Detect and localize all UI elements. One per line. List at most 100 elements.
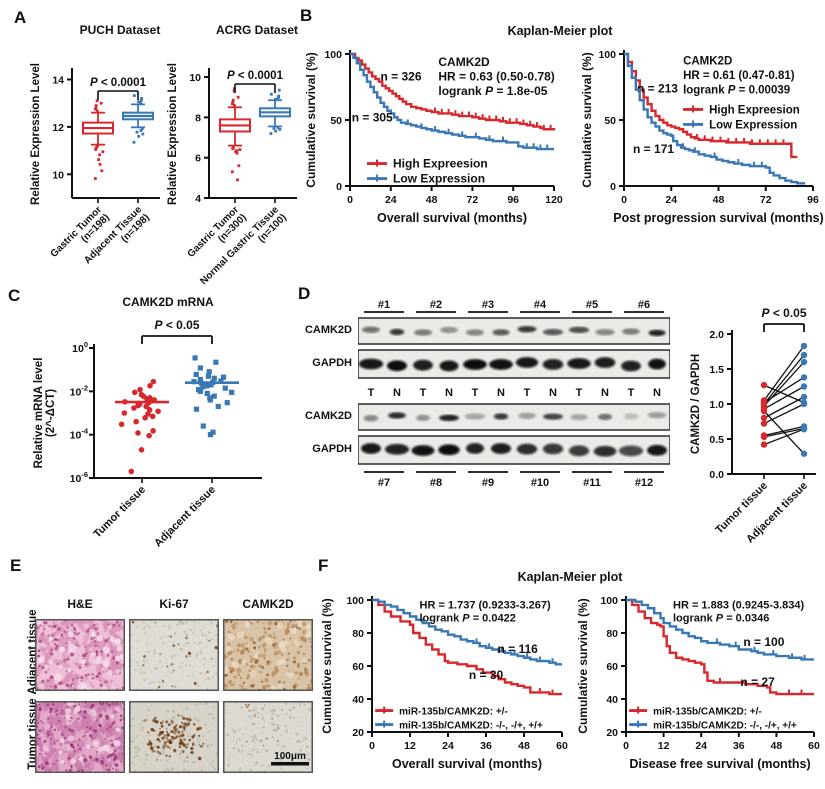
svg-text:0: 0 [623,740,629,752]
blot-row-label-camk2d-1: CAMK2D [304,324,352,336]
svg-text:100: 100 [346,595,364,607]
histology-adjacent-camk2d-image [223,619,313,691]
svg-text:40: 40 [606,694,618,706]
camk2d-mrna-scatter-plot: CAMK2D mRNA 100 10-2 10-4 10-6 Relative mRNA … [33,295,262,550]
svg-text:T: T [524,387,531,399]
svg-text:N: N [601,387,609,399]
svg-text:50: 50 [330,115,342,127]
svg-text:12: 12 [404,740,416,752]
panel-label-c: C [8,286,21,305]
svg-text:4: 4 [195,193,201,205]
panel-label-e: E [10,556,22,575]
svg-text:miR-135b/CAMK2D: +/-: miR-135b/CAMK2D: +/- [399,707,508,718]
mir135b-disease-free-survival-km-plot: 20 40 60 80 100 0 12 24 36 48 60 Cumulative surviva… [576,595,820,771]
svg-text:Tumor tissue: Tumor tissue [91,484,148,541]
svg-text:0: 0 [610,181,616,193]
svg-text:n = 27: n = 27 [740,675,775,689]
svg-text:HR = 1.883 (0.9245-3.834): HR = 1.883 (0.9245-3.834) [673,599,805,611]
svg-text:Low Expression: Low Expression [393,172,485,186]
svg-text:n = 100: n = 100 [743,635,784,649]
svg-text:miR-135b/CAMK2D: -/-, -/+, +/+: miR-135b/CAMK2D: -/-, -/+, +/+ [653,721,797,732]
histology-header-camk2d: CAMK2D [242,597,294,611]
acrg-dataset-boxplot: ACRG Dataset Relative Expression Level 4 6 8… [167,23,298,287]
svg-text:48: 48 [771,740,783,752]
histology-tumor-camk2d-image: 100μm [223,701,313,773]
svg-text:#10: #10 [531,477,549,489]
svg-text:40: 40 [352,694,364,706]
svg-text:CAMK2D mRNA: CAMK2D mRNA [122,295,214,309]
svg-text:n = 30: n = 30 [469,668,504,682]
panel-label-d: D [298,284,311,303]
histology-adjacent-he-image [35,619,125,691]
svg-text:#3: #3 [482,299,494,311]
svg-text:T: T [628,387,635,399]
km-plot-title-f: Kaplan-Meier plot [517,570,623,584]
svg-text:HR = 1.737 (0.9233-3.267): HR = 1.737 (0.9233-3.267) [420,599,552,611]
panel-label-b: B [300,6,313,25]
svg-text:HR = 0.63 (0.50-0.78): HR = 0.63 (0.50-0.78) [438,69,554,83]
svg-text:PUCH Dataset: PUCH Dataset [80,23,161,37]
svg-text:T: T [368,387,375,399]
svg-text:100μm: 100μm [274,751,306,762]
svg-text:N: N [653,387,661,399]
svg-text:#1: #1 [378,299,390,311]
svg-text:48: 48 [426,194,438,206]
svg-text:Relative Expression Level: Relative Expression Level [167,63,179,205]
svg-text:2.0: 2.0 [709,329,724,341]
svg-text:0.0: 0.0 [709,469,724,481]
svg-text:Overall survival (months): Overall survival (months) [377,211,527,225]
svg-text:CAMK2D / GAPDH: CAMK2D / GAPDH [690,354,702,454]
svg-text:96: 96 [507,194,519,206]
svg-text:10: 10 [189,72,201,84]
mir135b-overall-survival-km-plot: 20 40 60 80 100 0 12 24 36 48 60 Cumulative surviva… [320,595,568,771]
panel-label-a: A [14,8,27,27]
svg-text:logrank P = 0.00039: logrank P = 0.00039 [683,85,790,97]
svg-text:n = 116: n = 116 [497,642,538,656]
puch-dataset-boxplot: PUCH Dataset Relative Expression Level 10 1… [30,23,161,267]
svg-text:logrank P = 0.0346: logrank P = 0.0346 [673,612,769,624]
svg-text:48: 48 [518,740,530,752]
svg-text:10-2: 10-2 [70,383,88,398]
svg-text:0: 0 [347,194,353,206]
svg-text:24: 24 [442,740,454,752]
svg-text:80: 80 [352,628,364,640]
svg-text:n = 171: n = 171 [633,142,674,156]
svg-text:P < 0.05: P < 0.05 [154,318,199,332]
svg-text:12: 12 [658,740,670,752]
svg-text:36: 36 [480,740,492,752]
svg-text:100: 100 [72,340,88,355]
svg-text:#8: #8 [430,477,442,489]
svg-text:T: T [576,387,583,399]
svg-text:Gastric Tumor(n=198): Gastric Tumor(n=198) [49,204,112,267]
svg-text:96: 96 [807,194,819,206]
histology-adjacent-ki67-image [129,619,219,691]
svg-text:#7: #7 [378,477,390,489]
svg-text:#6: #6 [638,299,650,311]
svg-text:Overall survival (months): Overall survival (months) [392,757,542,771]
svg-text:miR-135b/CAMK2D: -/-, -/+, +/+: miR-135b/CAMK2D: -/-, -/+, +/+ [399,721,543,732]
svg-text:12: 12 [52,122,64,134]
svg-text:CAMK2D: CAMK2D [438,55,490,69]
svg-text:n = 213: n = 213 [637,81,678,95]
svg-text:N: N [393,387,401,399]
svg-text:n = 305: n = 305 [352,110,393,124]
svg-text:N: N [549,387,557,399]
svg-text:36: 36 [733,740,745,752]
svg-text:High Expreesion: High Expreesion [709,104,800,116]
svg-text:Relative Expression Level: Relative Expression Level [30,63,42,205]
svg-text:0.5: 0.5 [709,434,724,446]
svg-text:ACRG Dataset: ACRG Dataset [216,23,298,37]
svg-text:CAMK2D: CAMK2D [683,56,732,68]
svg-text:Adjacent tissue: Adjacent tissue [152,484,218,550]
svg-text:Cumulative survival (%): Cumulative survival (%) [304,52,318,187]
overall-survival-km-plot: 0 50 100 0 24 48 72 96 120 Cumulative survival (%… [304,49,563,225]
svg-text:0: 0 [369,740,375,752]
svg-text:P < 0.0001: P < 0.0001 [227,70,284,82]
svg-text:24: 24 [695,740,707,752]
svg-text:0: 0 [621,194,627,206]
svg-text:Relative mRNA level(2^-ΔCT): Relative mRNA level(2^-ΔCT) [33,358,57,469]
svg-text:#11: #11 [583,477,601,489]
svg-text:24: 24 [385,194,397,206]
svg-text:50: 50 [604,115,616,127]
